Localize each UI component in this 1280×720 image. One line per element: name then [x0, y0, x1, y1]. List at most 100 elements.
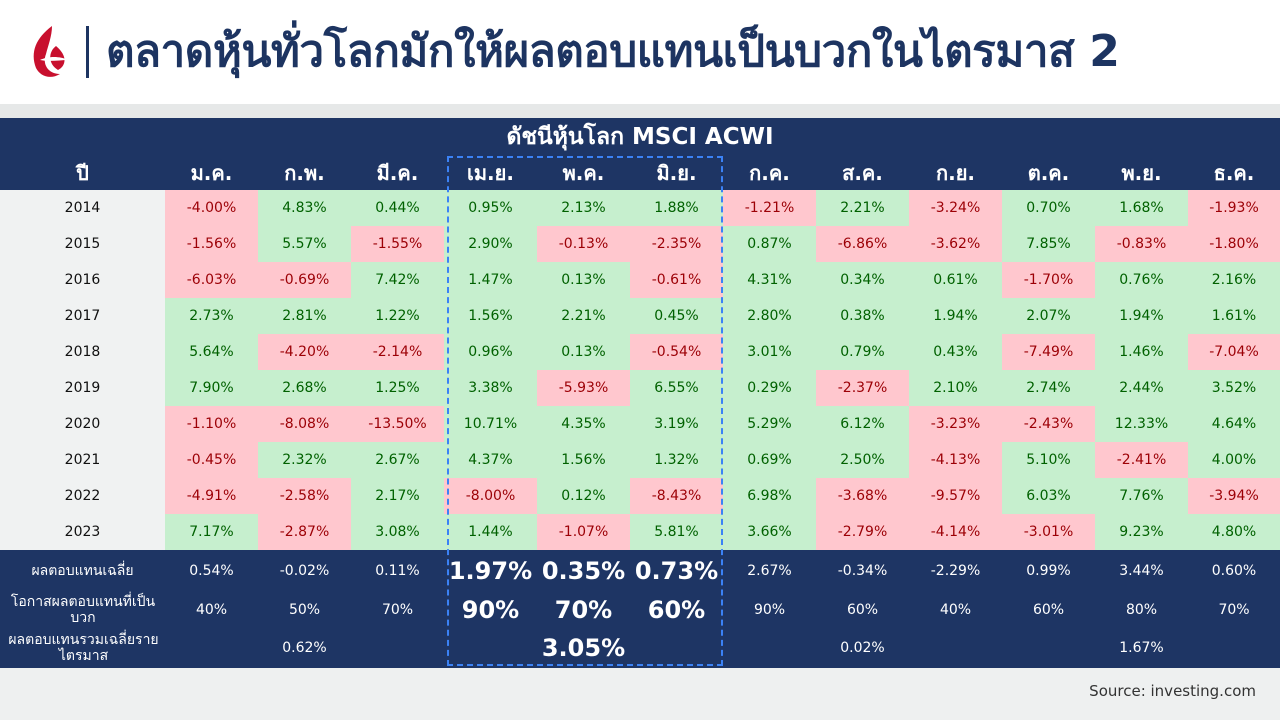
return-cell: -4.00%	[165, 190, 258, 226]
return-cell: 0.69%	[723, 442, 816, 478]
return-cell: -0.69%	[258, 262, 351, 298]
return-cell: 0.13%	[537, 262, 630, 298]
return-cell: -6.86%	[816, 226, 909, 262]
return-cell: -3.68%	[816, 478, 909, 514]
year-cell: 2019	[0, 370, 165, 406]
return-cell: 2.81%	[258, 298, 351, 334]
return-cell: 0.70%	[1002, 190, 1095, 226]
return-cell: 1.56%	[444, 298, 537, 334]
year-cell: 2016	[0, 262, 165, 298]
return-cell: -4.13%	[909, 442, 1002, 478]
return-cell: 2.32%	[258, 442, 351, 478]
return-cell: 4.31%	[723, 262, 816, 298]
return-cell: 2.90%	[444, 226, 537, 262]
return-cell: 2.21%	[816, 190, 909, 226]
return-cell: 2.17%	[351, 478, 444, 514]
month-header: พ.ค.	[537, 154, 630, 190]
year-cell: 2023	[0, 514, 165, 550]
return-cell: 4.37%	[444, 442, 537, 478]
return-cell: 1.32%	[630, 442, 723, 478]
average-value: -0.34%	[837, 563, 888, 579]
return-cell: -8.43%	[630, 478, 723, 514]
return-cell: 2.74%	[1002, 370, 1095, 406]
return-cell: 4.83%	[258, 190, 351, 226]
return-cell: -6.03%	[165, 262, 258, 298]
return-cell: 7.90%	[165, 370, 258, 406]
return-cell: -3.01%	[1002, 514, 1095, 550]
return-cell: 6.12%	[816, 406, 909, 442]
month-header: เม.ย.	[444, 154, 537, 190]
return-cell: -1.07%	[537, 514, 630, 550]
return-cell: 7.76%	[1095, 478, 1188, 514]
return-cell: -1.56%	[165, 226, 258, 262]
positive-prob-value: 40%	[195, 602, 228, 618]
return-cell: 2.50%	[816, 442, 909, 478]
page-title: ตลาดหุ้นทั่วโลกมักให้ผลตอบแทนเป็นบวกในไต…	[106, 26, 1120, 77]
return-cell: -9.57%	[909, 478, 1002, 514]
return-cell: 7.42%	[351, 262, 444, 298]
return-cell: 2.68%	[258, 370, 351, 406]
return-cell: 0.79%	[816, 334, 909, 370]
positive-prob-value: 60%	[1032, 602, 1065, 618]
average-value: 0.35%	[541, 557, 626, 585]
return-cell: -8.08%	[258, 406, 351, 442]
quarter-avg-value: 0.62%	[282, 640, 327, 656]
return-cell: 6.03%	[1002, 478, 1095, 514]
return-cell: 3.08%	[351, 514, 444, 550]
positive-prob-value: 60%	[846, 602, 879, 618]
return-cell: 0.87%	[723, 226, 816, 262]
month-header: ม.ค.	[165, 154, 258, 190]
return-cell: 6.98%	[723, 478, 816, 514]
year-cell: 2015	[0, 226, 165, 262]
return-cell: 3.01%	[723, 334, 816, 370]
year-header: ปี	[0, 154, 165, 190]
return-cell: 4.80%	[1188, 514, 1280, 550]
return-cell: 1.61%	[1188, 298, 1280, 334]
return-cell: 4.00%	[1188, 442, 1280, 478]
return-cell: 1.47%	[444, 262, 537, 298]
positive-prob-value: 70%	[1218, 602, 1250, 618]
return-cell: 2.16%	[1188, 262, 1280, 298]
title-divider	[86, 26, 89, 78]
return-cell: 7.85%	[1002, 226, 1095, 262]
return-cell: -2.14%	[351, 334, 444, 370]
summary-block	[0, 550, 1280, 668]
average-value: 3.44%	[1119, 563, 1164, 579]
return-cell: 5.29%	[723, 406, 816, 442]
month-header: พ.ย.	[1095, 154, 1188, 190]
source-note: Source: investing.com	[1089, 682, 1256, 700]
return-cell: 2.73%	[165, 298, 258, 334]
positive-prob-label: โอกาสผลตอบแทนที่เป็นบวก	[10, 594, 156, 626]
return-cell: 1.94%	[1095, 298, 1188, 334]
return-cell: -2.58%	[258, 478, 351, 514]
return-cell: -1.10%	[165, 406, 258, 442]
average-value: 1.97%	[448, 557, 533, 585]
return-cell: 2.21%	[537, 298, 630, 334]
return-cell: -0.83%	[1095, 226, 1188, 262]
quarter-avg-value: 0.02%	[840, 640, 885, 656]
return-cell: -1.80%	[1188, 226, 1280, 262]
quarter-avg-value: 1.67%	[1119, 640, 1164, 656]
return-cell: -3.62%	[909, 226, 1002, 262]
return-cell: -0.61%	[630, 262, 723, 298]
return-cell: 4.35%	[537, 406, 630, 442]
average-value: 0.11%	[375, 563, 420, 579]
return-cell: 0.95%	[444, 190, 537, 226]
positive-prob-value: 90%	[753, 602, 786, 618]
month-header: ธ.ค.	[1188, 154, 1280, 190]
table-title: ดัชนีหุ้นโลก MSCI ACWI	[0, 118, 1280, 154]
return-cell: -1.21%	[723, 190, 816, 226]
return-cell: -2.87%	[258, 514, 351, 550]
return-cell: 0.76%	[1095, 262, 1188, 298]
positive-prob-value: 40%	[939, 602, 972, 618]
year-cell: 2021	[0, 442, 165, 478]
average-value: 2.67%	[747, 563, 792, 579]
month-header: มี.ค.	[351, 154, 444, 190]
return-cell: -5.93%	[537, 370, 630, 406]
return-cell: 3.66%	[723, 514, 816, 550]
month-header: มิ.ย.	[630, 154, 723, 190]
return-cell: -1.93%	[1188, 190, 1280, 226]
return-cell: 1.22%	[351, 298, 444, 334]
return-cell: -4.14%	[909, 514, 1002, 550]
return-cell: 0.34%	[816, 262, 909, 298]
